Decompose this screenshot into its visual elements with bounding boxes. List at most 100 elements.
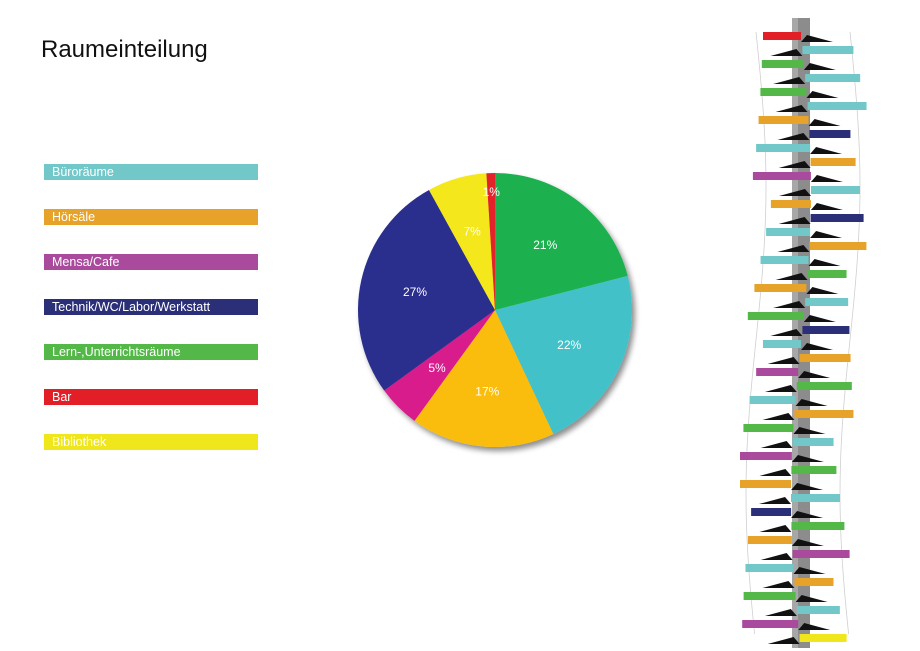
tower-floor-shadow [770,329,803,336]
tower-floor-shadow [759,525,792,532]
tower-floor [805,74,861,82]
tower-floor-shadow [791,455,824,462]
pie-slice [428,173,495,310]
pie-slice-label: 27% [403,285,427,299]
tower-floor [809,130,851,138]
tower-floor [740,480,792,488]
tower-floor [760,256,809,264]
pie-slice [495,275,632,434]
tower-floor [766,228,811,236]
tower-floor [763,32,801,40]
tower-floor-shadow [793,567,826,574]
pie-slice-label: 22% [557,338,581,352]
tower-floor [799,354,851,362]
tower-floor [802,326,850,334]
tower-floor-shadow [798,371,831,378]
tower-floor [743,592,796,600]
tower-floor [760,88,807,96]
tower-floor [805,298,849,306]
tower-floor-shadow [810,175,843,182]
tower-floor-shadow [810,147,843,154]
tower-floor [747,536,792,544]
tower-floor-shadow [767,637,800,644]
tower-floor [761,60,804,68]
tower-floor-shadow [791,539,824,546]
tower-floor [742,620,799,628]
legend-item: Bar [44,389,258,405]
tower-floor-shadow [806,287,839,294]
tower-floor-shadow [767,357,800,364]
tower-floor-shadow [778,217,811,224]
tower-floor [740,452,792,460]
tower-floor [752,172,811,180]
tower-floor [807,102,867,110]
tower-floor-shadow [806,91,839,98]
legend-item: Technik/WC/Labor/Werkstatt [44,299,258,315]
tower-floor-shadow [800,343,833,350]
legend-item: Büroräume [44,164,258,180]
tower-floor-shadow [775,273,808,280]
tower-floor-shadow [775,105,808,112]
tower-floor-shadow [777,245,810,252]
tower-floor-shadow [760,553,793,560]
legend-item: Lern-,Unterrichtsräume [44,344,258,360]
tower-floor-shadow [770,49,803,56]
pie-slice [495,173,628,310]
pie-slice [358,189,495,391]
tower-floor-shadow [778,161,811,168]
tower-floor-shadow [808,259,841,266]
tower-floor [796,382,852,390]
tower-floor-shadow [762,581,795,588]
tower-floor [756,368,799,376]
tower-floor [811,186,860,194]
tower-floor-shadow [810,231,843,238]
tower-floor-shadow [791,483,824,490]
tower-floor [747,312,804,320]
pie-slice-label: 17% [475,385,499,399]
tower-floor-shadow [760,441,793,448]
tower-floor [758,116,809,124]
tower-floor [756,144,811,152]
tower-floor-shadow [801,35,833,42]
tower-floor-shadow [773,301,806,308]
pie-slice-label: 1% [483,185,501,199]
tower-floor-shadow [798,623,831,630]
tower-floor-shadow [764,609,797,616]
tower-floor-shadow [762,413,795,420]
tower-floor-shadow [803,315,836,322]
tower-floor-shadow [791,511,824,518]
tower-floor [791,494,840,502]
tower-floor-shadow [808,119,841,126]
tower-floor [810,214,864,222]
pie-chart: 21% 22% 17% 5% 27% 7% 1% [358,173,632,447]
tower-floor [794,578,834,586]
tower-floor [743,424,794,432]
tower-floor [745,564,794,572]
tower-floor-shadow [803,63,836,70]
legend: Büroräume Hörsäle Mensa/Cafe Technik/WC/Lab… [44,164,258,479]
legend-item: Bibliothek [44,434,258,450]
tower-floor [807,270,847,278]
tower-floor [799,634,847,642]
tower-floor-shadow [759,497,791,504]
tower-floor-shadow [773,77,806,84]
tower-floor-shadow [779,189,811,196]
tower-floor-shadow [795,595,828,602]
legend-item: Mensa/Cafe [44,254,258,270]
pie-slice-label: 7% [463,224,481,238]
tower-floor [792,438,834,446]
tower-floor [751,508,792,516]
tower-floor [794,410,854,418]
tower-floor-shadow [777,133,810,140]
tower-floor [792,550,850,558]
tower-floor [762,340,801,348]
tower-floor [802,46,854,54]
tower-floor [810,158,856,166]
tower-floor-shadow [759,469,792,476]
pie-slice [486,173,495,310]
tower-floor [754,284,807,292]
tower-floor-shadow [793,427,826,434]
pie-slice-label: 5% [428,361,446,375]
tower-floor-shadow [795,399,828,406]
tower-illustration [740,18,867,648]
